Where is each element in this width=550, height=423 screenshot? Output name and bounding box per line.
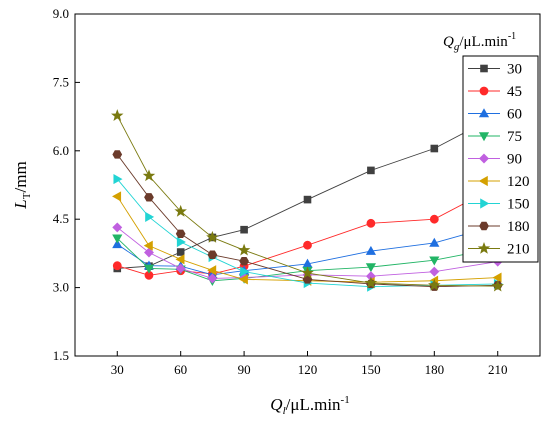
x-tick-label: 180 xyxy=(425,362,445,377)
data-point xyxy=(365,263,376,273)
legend-item: 90 xyxy=(468,152,522,168)
data-point xyxy=(112,239,123,249)
data-point xyxy=(145,211,155,223)
legend-item: 60 xyxy=(468,107,522,123)
data-point xyxy=(492,272,502,283)
y-tick-label: 3.0 xyxy=(53,280,69,295)
data-point xyxy=(365,245,376,255)
data-point xyxy=(144,193,154,202)
legend: 30 45 60 75 90 120 150 180 210 xyxy=(468,62,530,258)
y-tick-label: 7.5 xyxy=(53,74,69,89)
data-point xyxy=(112,261,122,271)
data-point xyxy=(112,222,123,233)
x-axis: 30 60 90 120 150 180 210 xyxy=(111,351,508,377)
x-tick-label: 60 xyxy=(174,362,187,377)
legend-label: 210 xyxy=(507,242,530,258)
data-point xyxy=(174,204,187,217)
data-point xyxy=(207,273,218,284)
legend-label: 120 xyxy=(507,174,530,190)
x-axis-title: Ql/μL.min-1 xyxy=(270,394,349,417)
legend-item: 30 xyxy=(468,62,522,78)
data-point xyxy=(429,237,440,247)
data-point xyxy=(112,150,123,159)
legend-marker xyxy=(479,153,489,164)
legend-item: 75 xyxy=(468,129,522,145)
data-point xyxy=(176,248,185,256)
data-point xyxy=(366,218,376,228)
data-point xyxy=(207,250,218,259)
series-210 xyxy=(111,109,504,292)
data-point xyxy=(237,243,251,256)
legend-marker xyxy=(480,198,490,209)
legend-item: 180 xyxy=(468,219,530,235)
legend-marker xyxy=(480,64,488,73)
data-point xyxy=(429,266,440,277)
data-point xyxy=(175,263,186,274)
x-tick-label: 30 xyxy=(111,362,124,377)
x-tick-label: 210 xyxy=(488,362,508,377)
data-point xyxy=(491,279,504,292)
legend-marker xyxy=(479,221,489,231)
legend-label: 150 xyxy=(507,197,530,213)
data-point xyxy=(206,230,219,243)
data-point xyxy=(303,240,312,250)
legend-box xyxy=(462,55,539,263)
data-point xyxy=(364,276,378,289)
x-tick-label: 90 xyxy=(238,362,251,377)
legend-title: Qg/μL.min-1 xyxy=(443,31,516,53)
data-point xyxy=(112,234,123,244)
legend-item: 150 xyxy=(468,197,530,213)
legend-label: 180 xyxy=(507,219,530,235)
data-point xyxy=(429,256,440,266)
legend-label: 30 xyxy=(507,62,522,78)
data-point xyxy=(240,225,248,234)
y-tick-label: 6.0 xyxy=(53,143,69,158)
data-point xyxy=(143,264,155,274)
data-point xyxy=(428,278,441,291)
legend-item: 45 xyxy=(468,84,522,100)
legend-marker xyxy=(477,241,491,254)
y-tick-label: 1.5 xyxy=(53,348,69,363)
data-point xyxy=(207,265,217,276)
data-point xyxy=(175,254,185,265)
data-point xyxy=(143,240,153,251)
y-axis-title: LT/mm xyxy=(11,161,33,209)
data-point xyxy=(301,266,314,279)
data-point xyxy=(240,266,250,277)
data-point xyxy=(429,214,439,224)
legend-label: 60 xyxy=(507,107,522,123)
legend-marker xyxy=(478,108,490,118)
legend-item: 210 xyxy=(468,242,530,258)
legend-label: 45 xyxy=(507,84,522,100)
legend-marker xyxy=(478,132,490,142)
data-point xyxy=(430,144,439,153)
y-tick-label: 4.5 xyxy=(53,211,69,226)
data-point xyxy=(367,166,375,175)
x-tick-label: 120 xyxy=(298,362,318,377)
data-point xyxy=(144,247,154,258)
data-point xyxy=(238,274,248,285)
data-point xyxy=(303,195,312,204)
data-point xyxy=(176,236,186,248)
y-axis: 1.5 3.0 4.5 6.0 7.5 9.0 xyxy=(53,6,80,363)
data-point xyxy=(111,109,124,121)
y-tick-label: 9.0 xyxy=(53,6,69,21)
data-point xyxy=(113,173,123,185)
legend-label: 75 xyxy=(507,129,522,145)
x-tick-label: 150 xyxy=(361,362,381,377)
legend-item: 120 xyxy=(468,174,530,190)
data-point xyxy=(239,256,249,266)
legend-marker xyxy=(478,175,488,187)
data-point xyxy=(142,169,156,182)
legend-label: 90 xyxy=(507,152,522,168)
legend-marker xyxy=(479,86,489,96)
data-point xyxy=(175,229,186,239)
marks xyxy=(111,109,504,292)
data-point xyxy=(112,191,122,202)
